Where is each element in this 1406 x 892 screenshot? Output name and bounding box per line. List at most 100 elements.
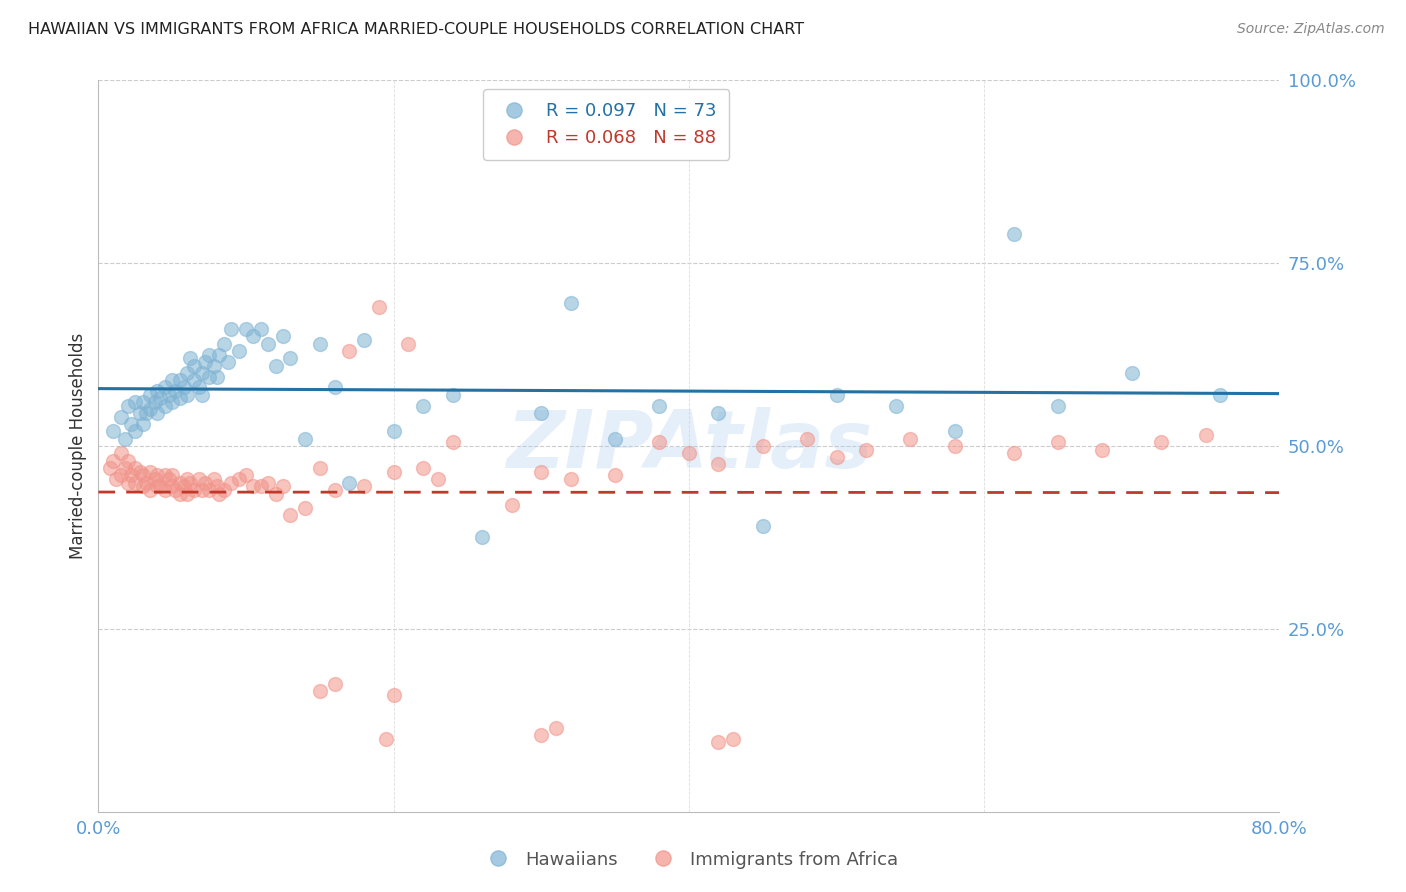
Point (117, 453, 139, 467)
Point (375, 731, 398, 746)
Point (1002, 227, 1025, 241)
Point (198, 369, 221, 384)
Point (153, 483, 176, 497)
Point (103, 425, 125, 439)
Point (120, 417, 142, 431)
Point (250, 479, 273, 493)
Point (825, 450, 848, 464)
Point (187, 472, 209, 486)
Point (162, 479, 183, 493)
Point (530, 406, 553, 420)
Point (157, 472, 180, 486)
Point (103, 453, 125, 467)
Point (139, 483, 162, 497)
Point (353, 333, 375, 347)
Point (157, 388, 180, 402)
Point (98, 461, 121, 475)
Point (560, 296, 582, 310)
Point (194, 355, 217, 369)
Point (278, 351, 302, 366)
Point (1046, 399, 1069, 413)
Point (132, 479, 155, 493)
Text: ZIPAtlas: ZIPAtlas (506, 407, 872, 485)
Point (412, 461, 434, 475)
Point (191, 483, 214, 497)
Point (124, 395, 146, 409)
Point (723, 731, 745, 746)
Point (212, 336, 235, 351)
Point (117, 475, 139, 490)
Point (242, 479, 264, 493)
Point (294, 432, 316, 446)
Point (1209, 388, 1232, 402)
Point (208, 348, 231, 362)
Point (471, 530, 494, 544)
Point (648, 435, 671, 450)
Point (900, 432, 922, 446)
Point (191, 366, 214, 380)
Point (943, 439, 966, 453)
Point (173, 380, 195, 394)
Point (796, 432, 818, 446)
Point (1195, 428, 1218, 442)
Point (120, 468, 142, 483)
Point (1002, 446, 1025, 460)
Point (278, 508, 302, 523)
Point (149, 392, 172, 406)
Point (176, 472, 198, 486)
Point (146, 479, 169, 493)
Point (179, 475, 201, 490)
Point (605, 468, 627, 483)
Point (139, 388, 162, 402)
Point (176, 486, 198, 500)
Y-axis label: Married-couple Households: Married-couple Households (69, 333, 87, 559)
Text: HAWAIIAN VS IMMIGRANTS FROM AFRICA MARRIED-COUPLE HOUSEHOLDS CORRELATION CHART: HAWAIIAN VS IMMIGRANTS FROM AFRICA MARRI… (28, 22, 804, 37)
Point (179, 351, 201, 366)
Point (339, 343, 360, 358)
Point (323, 676, 346, 690)
Point (235, 322, 257, 336)
Point (176, 388, 198, 402)
Point (339, 475, 360, 490)
Point (751, 439, 773, 453)
Point (257, 475, 280, 490)
Point (353, 479, 375, 493)
Point (1150, 435, 1173, 450)
Point (427, 472, 450, 486)
Point (219, 322, 242, 336)
Point (146, 468, 169, 483)
Point (139, 402, 162, 417)
Point (1091, 442, 1114, 457)
Point (114, 461, 136, 475)
Point (242, 329, 264, 343)
Point (560, 472, 582, 486)
Point (648, 399, 671, 413)
Point (105, 472, 128, 486)
Point (530, 728, 553, 742)
Point (169, 392, 191, 406)
Point (169, 373, 191, 387)
Point (183, 483, 205, 497)
Point (323, 380, 346, 394)
Point (162, 468, 183, 483)
Point (707, 458, 730, 472)
Point (271, 329, 294, 343)
Point (183, 373, 205, 387)
Point (257, 336, 280, 351)
Point (441, 388, 464, 402)
Point (217, 355, 239, 369)
Point (191, 388, 214, 402)
Point (169, 475, 191, 490)
Point (176, 366, 198, 380)
Point (114, 432, 136, 446)
Point (271, 479, 294, 493)
Point (132, 395, 155, 409)
Point (198, 348, 221, 362)
Point (124, 425, 146, 439)
Point (110, 446, 132, 460)
Point (173, 479, 195, 493)
Point (219, 475, 242, 490)
Point (146, 406, 169, 420)
Point (202, 472, 225, 486)
Point (162, 373, 183, 387)
